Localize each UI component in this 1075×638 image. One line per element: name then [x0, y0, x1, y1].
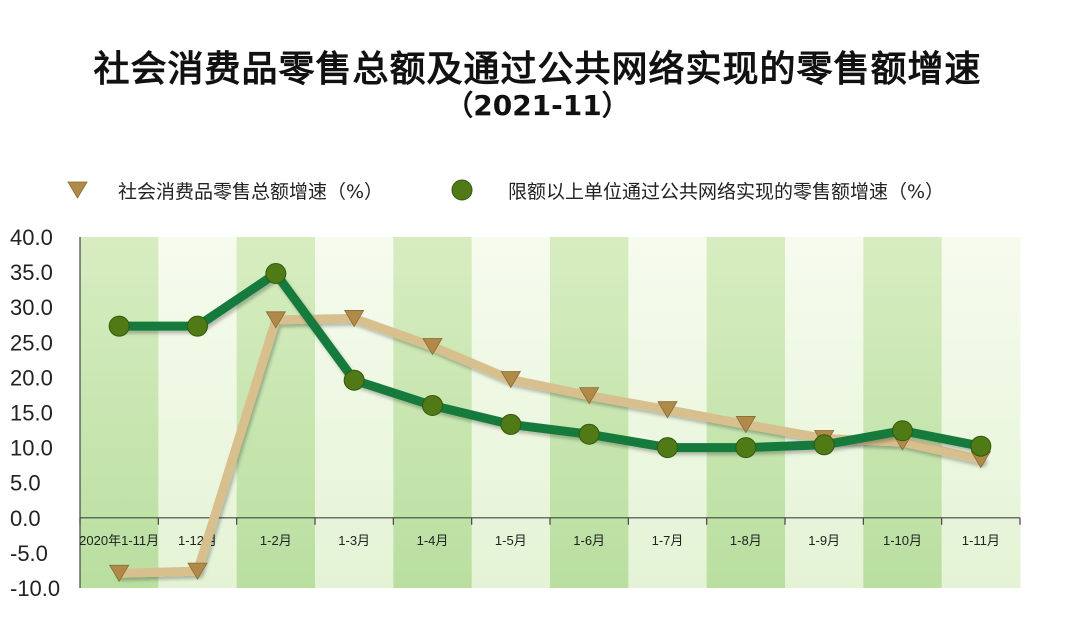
series-line-2	[114, 269, 986, 453]
series-point-1	[657, 401, 678, 419]
y-tick-label: 35.0	[10, 260, 53, 285]
series-point-2	[657, 437, 678, 459]
y-tick-label: 15.0	[10, 401, 53, 426]
series-point-2	[735, 437, 757, 459]
series-point-2	[187, 315, 208, 337]
category-band	[863, 237, 943, 588]
x-tick-label: 2020年1-11月	[79, 533, 159, 548]
x-tick-label: 1-9月	[808, 533, 840, 548]
legend: 社会消费品零售总额增速（%） 限额以上单位通过公共网络实现的零售额增速（%）	[47, 179, 944, 203]
series-point-2	[500, 413, 522, 435]
y-tick-label: -10.0	[10, 576, 60, 601]
category-band	[471, 237, 551, 588]
legend-label-1: 社会消费品零售总额增速（%）	[118, 181, 383, 203]
chart-title: 社会消费品零售总额及通过公共网络实现的零售额增速	[93, 49, 982, 90]
y-tick-label: 25.0	[10, 330, 53, 355]
x-tick-label: 1-5月	[495, 533, 527, 548]
series-lines	[114, 269, 986, 578]
series-point-2	[108, 315, 130, 337]
series-point-2	[578, 423, 600, 445]
x-tick-label: 1-11月	[962, 533, 1000, 548]
category-band	[80, 237, 159, 588]
legend-marker-1	[67, 181, 88, 199]
series-markers	[108, 263, 992, 583]
series-point-2	[892, 420, 913, 442]
series-point-2	[265, 263, 287, 285]
axes: 40.0 35.0 30.0 25.0 20.0 15.0 10.0 5.0 0.0 -5.0 -1…	[10, 225, 1021, 601]
category-band	[941, 237, 1021, 588]
y-tick-label: 40.0	[10, 225, 53, 250]
x-tick-label: 1-2月	[260, 533, 292, 548]
series-point-1	[735, 416, 757, 434]
category-band	[550, 237, 629, 588]
series-point-1	[108, 564, 130, 583]
y-tick-label: 5.0	[10, 471, 41, 496]
x-tick-label: 1-6月	[573, 533, 605, 548]
series-point-1	[500, 371, 522, 389]
x-tick-label: 1-10月	[883, 533, 922, 548]
series-point-1	[422, 338, 443, 356]
x-tick-label: 1-7月	[652, 533, 684, 548]
x-tick-label: 1-4月	[417, 533, 449, 548]
legend-label-2: 限额以上单位通过公共网络实现的零售额增速（%）	[508, 181, 944, 203]
series-point-1	[265, 311, 287, 329]
y-tick-label: 10.0	[10, 436, 53, 461]
x-tick-label: 1-8月	[730, 533, 762, 548]
category-band	[785, 237, 864, 588]
background-bands	[80, 237, 1021, 588]
series-point-1	[578, 387, 600, 405]
y-tick-label: 0.0	[10, 506, 41, 531]
category-band	[315, 237, 394, 588]
series-point-2	[343, 369, 365, 391]
legend-marker-2	[451, 179, 473, 201]
series-point-2	[970, 435, 992, 457]
y-tick-label: 20.0	[10, 365, 53, 390]
chart-subtitle: （2021-11）	[445, 89, 630, 122]
series-point-1	[187, 562, 208, 580]
category-band	[158, 237, 238, 588]
x-tick-label: 1-3月	[338, 533, 370, 548]
y-tick-label: 30.0	[10, 295, 53, 320]
y-tick-label: -5.0	[10, 541, 48, 566]
series-point-2	[813, 434, 835, 456]
series-point-1	[343, 310, 365, 328]
series-point-2	[422, 394, 443, 416]
category-band	[706, 237, 786, 588]
